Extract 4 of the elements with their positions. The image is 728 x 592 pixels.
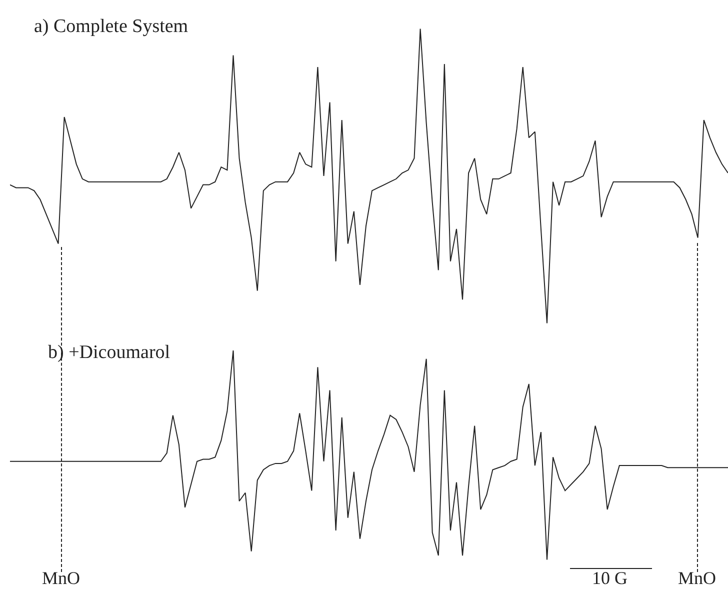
text: MnO bbox=[42, 568, 80, 588]
text: MnO bbox=[678, 568, 716, 588]
text: a) Complete System bbox=[34, 16, 188, 37]
text: 10 G bbox=[592, 568, 628, 588]
